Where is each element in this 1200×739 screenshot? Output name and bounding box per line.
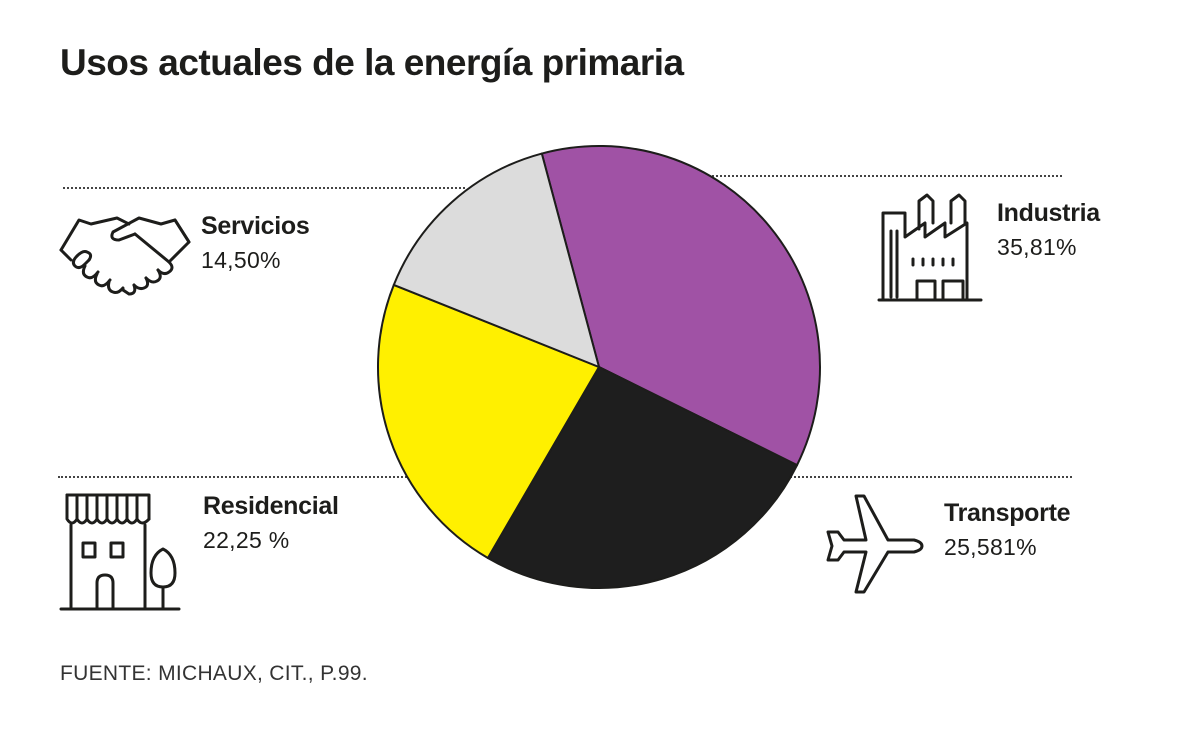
transporte-value: 25,581% xyxy=(944,534,1037,560)
pie-slice-transporte xyxy=(486,366,799,589)
servicios-label: Servicios 14,50% xyxy=(201,212,310,274)
source-note: FUENTE: MICHAUX, CIT., P.99. xyxy=(60,662,368,685)
industria-label: Industria 35,81% xyxy=(997,199,1100,261)
residencial-value: 22,25 % xyxy=(203,527,290,553)
industria-name: Industria xyxy=(997,199,1100,227)
airplane-icon xyxy=(826,494,924,594)
factory-icon xyxy=(877,193,983,302)
residencial-name: Residencial xyxy=(203,492,339,520)
residencial-label: Residencial 22,25 % xyxy=(203,492,339,554)
handshake-icon xyxy=(59,216,191,296)
transporte-label: Transporte 25,581% xyxy=(944,499,1071,561)
industria-value: 35,81% xyxy=(997,234,1077,260)
transporte-leader-line xyxy=(770,476,1072,478)
pie-slice-industria xyxy=(540,145,821,467)
servicios-value: 14,50% xyxy=(201,247,281,273)
residencial-leader-line xyxy=(58,476,423,478)
house-shop-icon xyxy=(59,493,181,611)
chart-title: Usos actuales de la energía primaria xyxy=(60,42,684,83)
industria-leader-line xyxy=(665,175,1062,177)
pie-slice-servicios xyxy=(392,152,600,368)
servicios-leader-line xyxy=(63,187,465,189)
transporte-name: Transporte xyxy=(944,499,1071,527)
pie-slice-residencial xyxy=(376,283,600,560)
servicios-name: Servicios xyxy=(201,212,310,240)
